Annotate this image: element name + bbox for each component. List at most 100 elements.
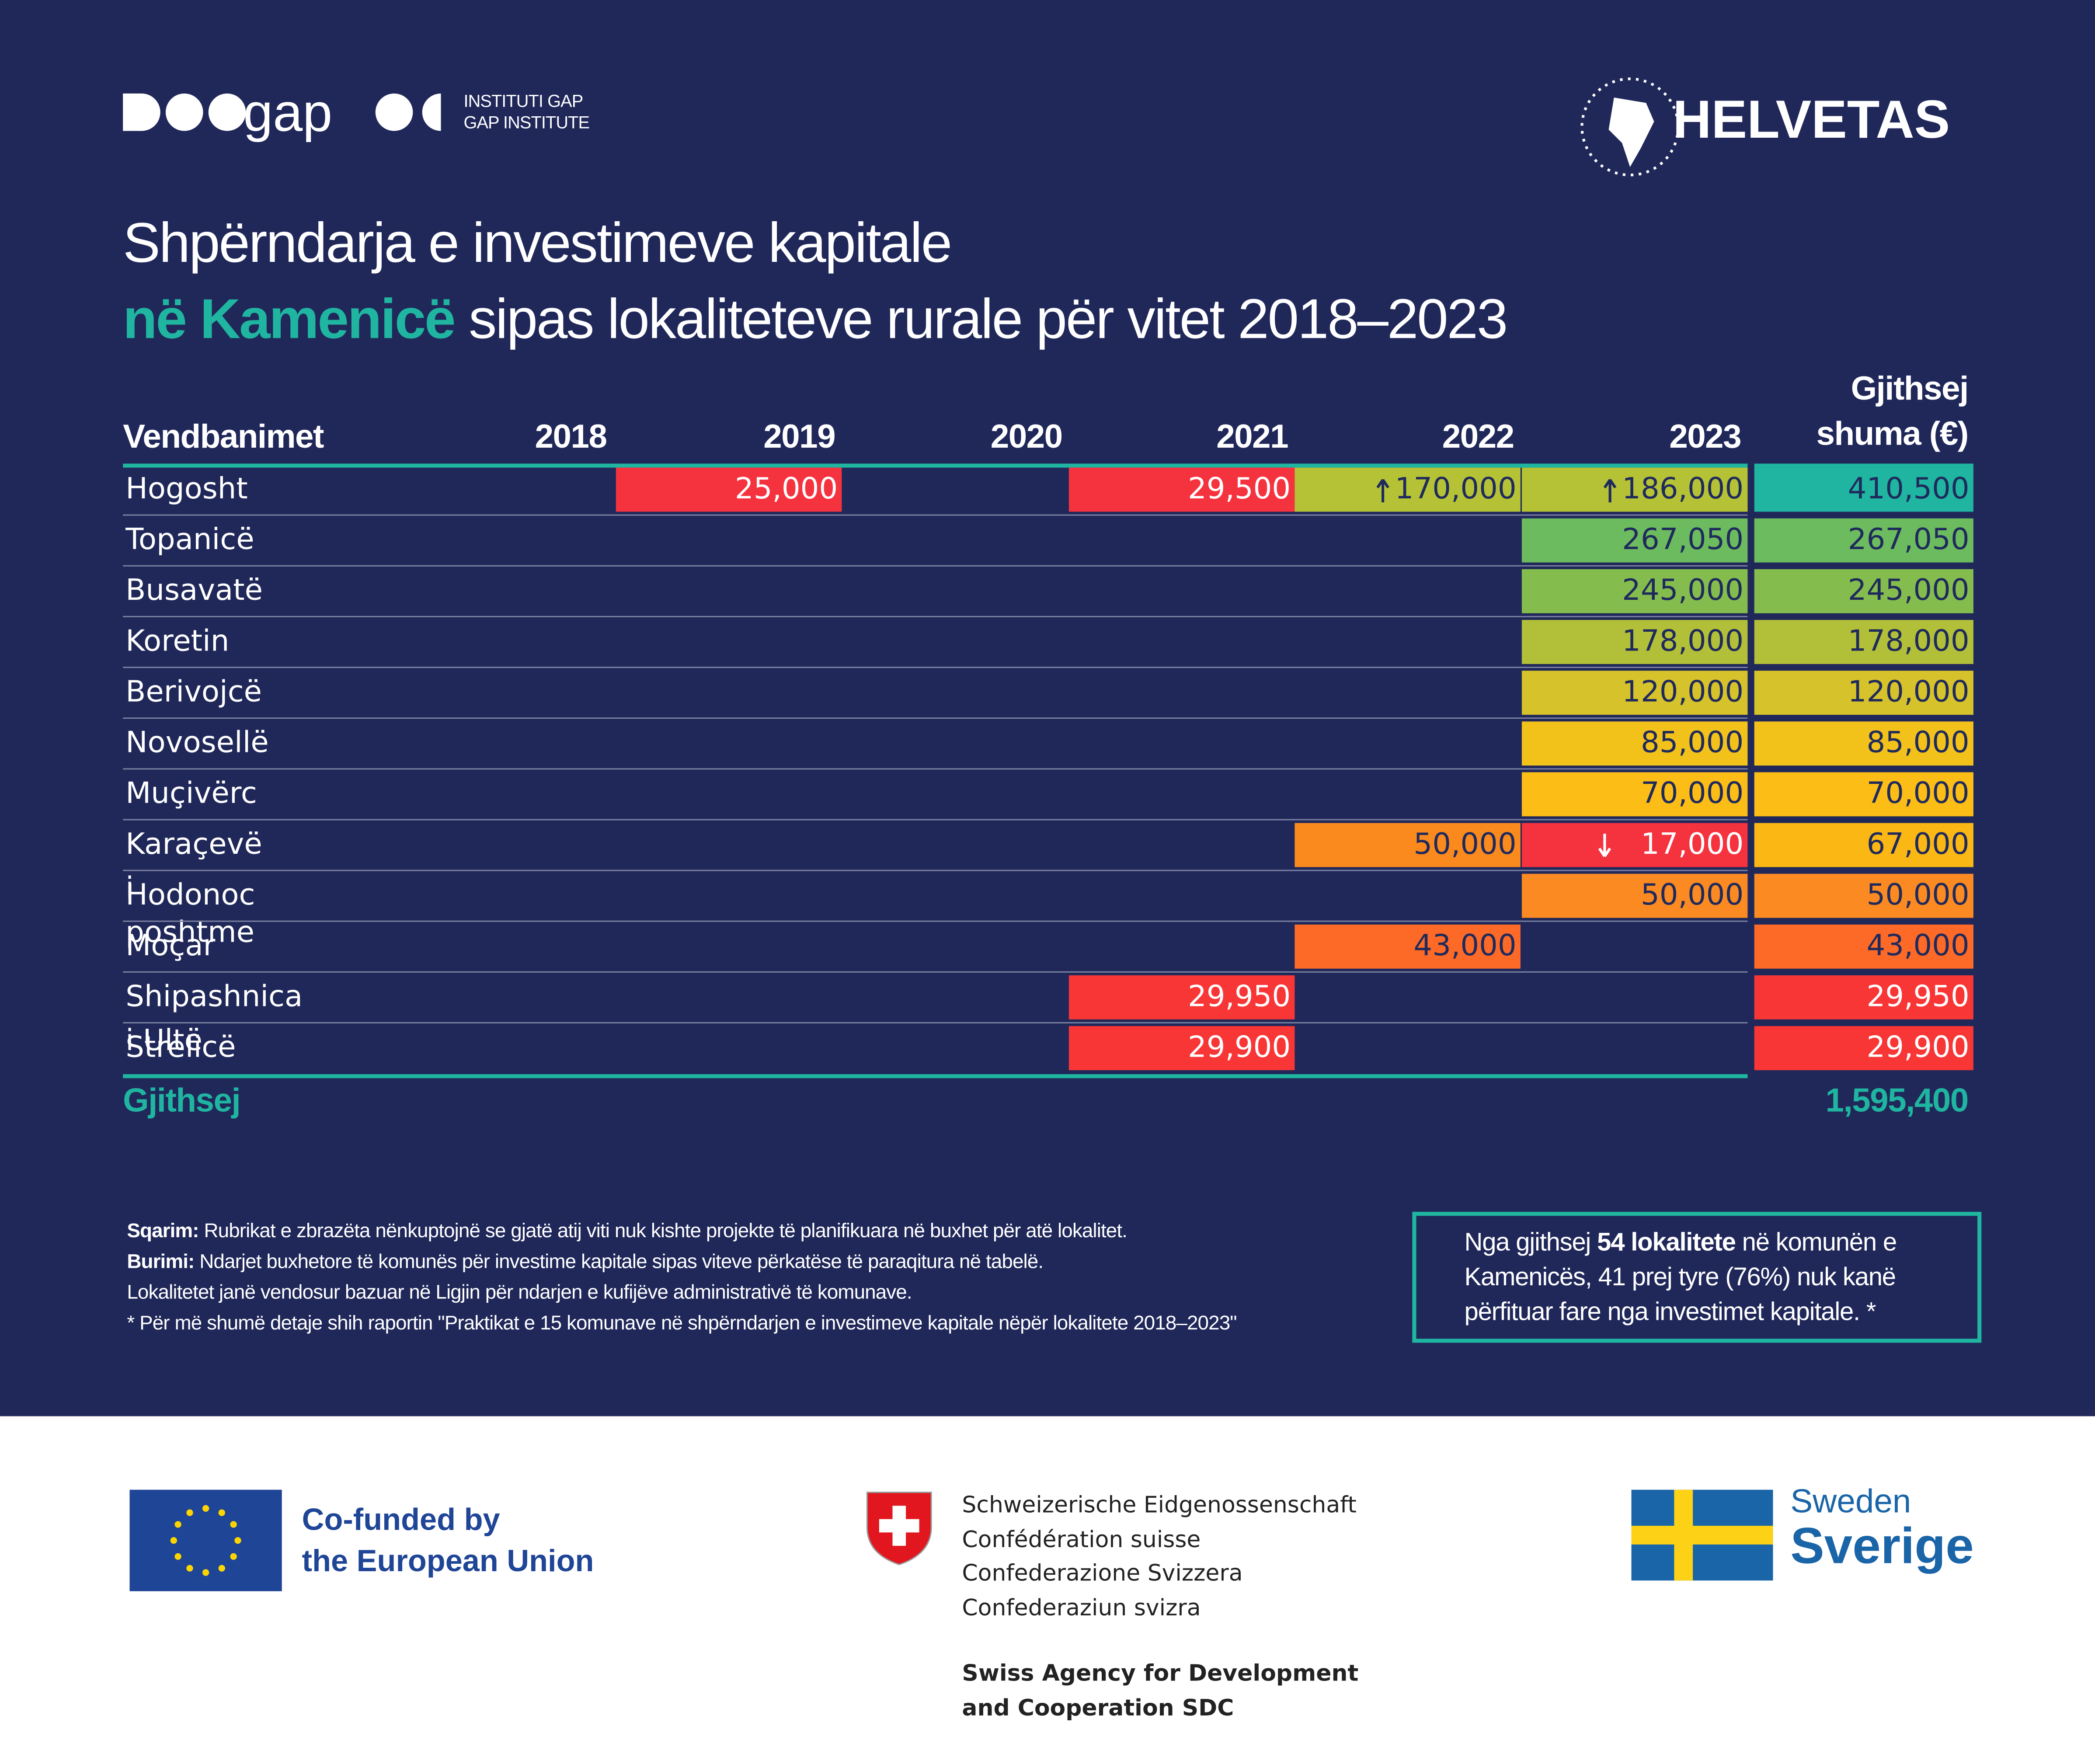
total-cell: 29,950 (1754, 975, 1973, 1019)
sweden-text: Sweden Sverige (1790, 1483, 1974, 1576)
sweden-line: Sweden (1790, 1483, 1911, 1520)
notes: Sqarim: Rubrikat e zbrazëta nënkuptojnë … (127, 1216, 1237, 1339)
row-line (123, 971, 1748, 973)
total-cell: 50,000 (1754, 873, 1973, 918)
column-header: 2018 (535, 418, 607, 456)
swiss-line: Confederazione Svizzera (962, 1560, 1243, 1587)
eu-line: Co-funded by (302, 1502, 500, 1537)
note-text: Ndarjet buxhetore të komunës për investi… (199, 1250, 1044, 1273)
value-cell: 267,050 (1521, 518, 1748, 563)
row-label: Berivojcë (125, 676, 262, 710)
row-line (123, 920, 1748, 922)
note-label: Sqarim: (127, 1220, 199, 1243)
note-line: * Për më shumë detaje shih raportin "Pra… (127, 1312, 1237, 1335)
value-cell: 50,000 (1295, 823, 1521, 867)
row-line (123, 565, 1748, 567)
callout-text: Nga gjithsej (1464, 1229, 1597, 1257)
column-header: 2022 (1442, 418, 1514, 456)
gap-logo-text: INSTITUTI GAP GAP INSTITUTE (463, 90, 590, 134)
total-header: Gjithsej (1851, 370, 1969, 408)
total-cell: 70,000 (1754, 772, 1973, 817)
row-label: Muçivërc (125, 777, 257, 811)
callout-text: në komunën e Kamenicës, 41 prej tyre (76… (1464, 1229, 1897, 1327)
value-cell: 178,000 (1521, 620, 1748, 664)
value-cell: 186,000 (1521, 467, 1748, 512)
row-label: Karaçevë i poshtme (125, 828, 262, 950)
column-header: 2023 (1669, 418, 1741, 456)
total-cell: 29,900 (1754, 1026, 1973, 1070)
row-line (123, 717, 1748, 719)
row-label: Hodonoc (125, 879, 255, 913)
total-cell: 267,050 (1754, 518, 1973, 563)
note-line: Lokalitetet janë vendosur bazuar në Ligj… (127, 1281, 912, 1304)
total-cell: 410,500 (1754, 467, 1973, 512)
row-label: Shipashnica i Ultë (125, 981, 303, 1058)
value-cell: 85,000 (1521, 721, 1748, 766)
column-header: 2021 (1216, 418, 1288, 456)
callout-bold: 54 lokalitete (1597, 1229, 1736, 1257)
value-cell: 170,000 (1295, 467, 1521, 512)
header-line (1754, 463, 1973, 468)
value-cell: 43,000 (1295, 924, 1521, 969)
value-cell: 50,000 (1521, 873, 1748, 918)
eu-flag (129, 1489, 282, 1591)
swiss-line: Confédération suisse (962, 1526, 1201, 1553)
sdc-line: Swiss Agency for Development (962, 1660, 1359, 1687)
value-cell: 120,000 (1521, 671, 1748, 715)
helvetas-logo: HELVETAS (1673, 90, 1950, 150)
header-line (123, 463, 1748, 468)
note-label: Burimi: (127, 1250, 195, 1273)
total-label: Gjithsej (123, 1082, 241, 1120)
swiss-line: Schweizerische Eidgenossenschaft (962, 1492, 1357, 1519)
row-line (123, 819, 1748, 821)
total-cell: 178,000 (1754, 620, 1973, 664)
grand-total: 1,595,400 (1825, 1082, 1969, 1120)
total-cell: 120,000 (1754, 671, 1973, 715)
row-label: Busavatë (125, 574, 263, 608)
swiss-shield (866, 1492, 932, 1566)
title-highlight: në Kamenicë (123, 287, 456, 350)
trend-arrow (1598, 834, 1611, 857)
helvetas-globe (1580, 77, 1680, 177)
total-cell: 85,000 (1754, 721, 1973, 766)
sdc-line: and Cooperation SDC (962, 1694, 1234, 1722)
column-header: 2020 (990, 418, 1063, 456)
trend-arrow (1603, 479, 1617, 503)
title-line: në Kamenicë sipas lokaliteteve rurale pë… (123, 287, 1508, 351)
row-label: Moçar (125, 930, 216, 964)
row-label: Koretin (125, 625, 230, 659)
row-line (123, 616, 1748, 617)
trend-arrow (1376, 479, 1389, 503)
row-line (123, 514, 1748, 516)
total-cell: 43,000 (1754, 924, 1973, 969)
title-rest: sipas lokaliteteve rurale për vitet 2018… (469, 287, 1508, 350)
gap-logo: gap (123, 91, 441, 143)
callout: Nga gjithsej 54 lokalitete në komunën e … (1412, 1211, 1982, 1343)
row-line (123, 768, 1748, 770)
logo-line: GAP INSTITUTE (463, 112, 590, 132)
value-cell: 25,000 (616, 467, 842, 512)
total-cell: 67,000 (1754, 823, 1973, 867)
swiss-text: Schweizerische Eidgenossenschaft Confédér… (962, 1490, 1357, 1626)
note-line: Sqarim: Rubrikat e zbrazëta nënkuptojnë … (127, 1216, 1236, 1246)
sweden-flag (1631, 1489, 1773, 1581)
total-cell: 245,000 (1754, 569, 1973, 613)
total-header: shuma (€) (1816, 415, 1969, 453)
row-label: Strelicë (125, 1031, 236, 1065)
value-cell: 70,000 (1521, 772, 1748, 817)
row-label: Hogosht (125, 473, 248, 507)
column-header: 2019 (763, 418, 835, 456)
row-label: Novosellë (125, 727, 269, 760)
logo-line: INSTITUTI GAP (463, 90, 583, 111)
note-text: Rubrikat e zbrazëta nënkuptojnë se gjatë… (204, 1220, 1128, 1243)
value-cell: 245,000 (1521, 569, 1748, 613)
value-cell: 29,950 (1068, 975, 1295, 1019)
column-header: Vendbanimet (123, 418, 324, 456)
gap-logo-word: gap (243, 91, 332, 143)
value-cell: 29,900 (1068, 1026, 1295, 1070)
title-line: Shpërndarja e investimeve kapitale (123, 211, 952, 274)
value-cell: 17,000 (1521, 823, 1748, 867)
sweden-line: Sverige (1790, 1519, 1974, 1576)
eu-line: the European Union (302, 1543, 594, 1578)
